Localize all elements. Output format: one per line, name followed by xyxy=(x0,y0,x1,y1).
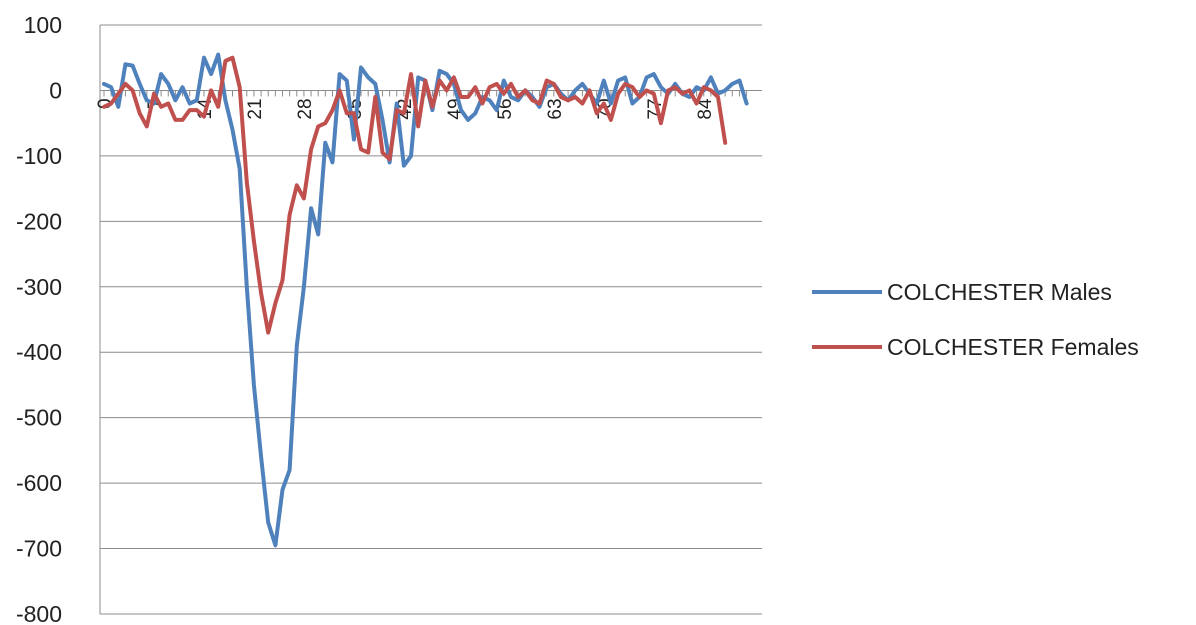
y-tick-label: -800 xyxy=(16,601,62,625)
x-tick-label: 21 xyxy=(245,98,266,119)
legend: COLCHESTER Males COLCHESTER Females xyxy=(812,279,1139,360)
y-tick-label: -500 xyxy=(16,405,62,431)
y-axis-ticks: 100 0 -100 -200 -300 -400 -500 -600 -700 -800 xyxy=(16,12,62,625)
x-tick-label: 84 xyxy=(695,98,716,120)
legend-label: COLCHESTER Males xyxy=(887,279,1112,305)
y-tick-label: -600 xyxy=(16,470,62,496)
y-tick-label: -300 xyxy=(16,274,62,300)
y-tick-label: -100 xyxy=(16,143,62,169)
series-line xyxy=(102,55,728,335)
y-tick-label: -700 xyxy=(16,536,62,562)
series-line xyxy=(102,52,749,548)
legend-label: COLCHESTER Females xyxy=(887,334,1139,360)
y-tick-label: 100 xyxy=(24,12,62,38)
y-tick-label: 0 xyxy=(49,77,62,103)
y-tick-label: -400 xyxy=(16,339,62,365)
series-lines xyxy=(102,52,749,548)
x-tick-label: 63 xyxy=(545,98,566,119)
x-tick-label: 28 xyxy=(295,98,316,119)
y-tick-label: -200 xyxy=(16,208,62,234)
x-tick-label: 0 xyxy=(95,98,116,109)
